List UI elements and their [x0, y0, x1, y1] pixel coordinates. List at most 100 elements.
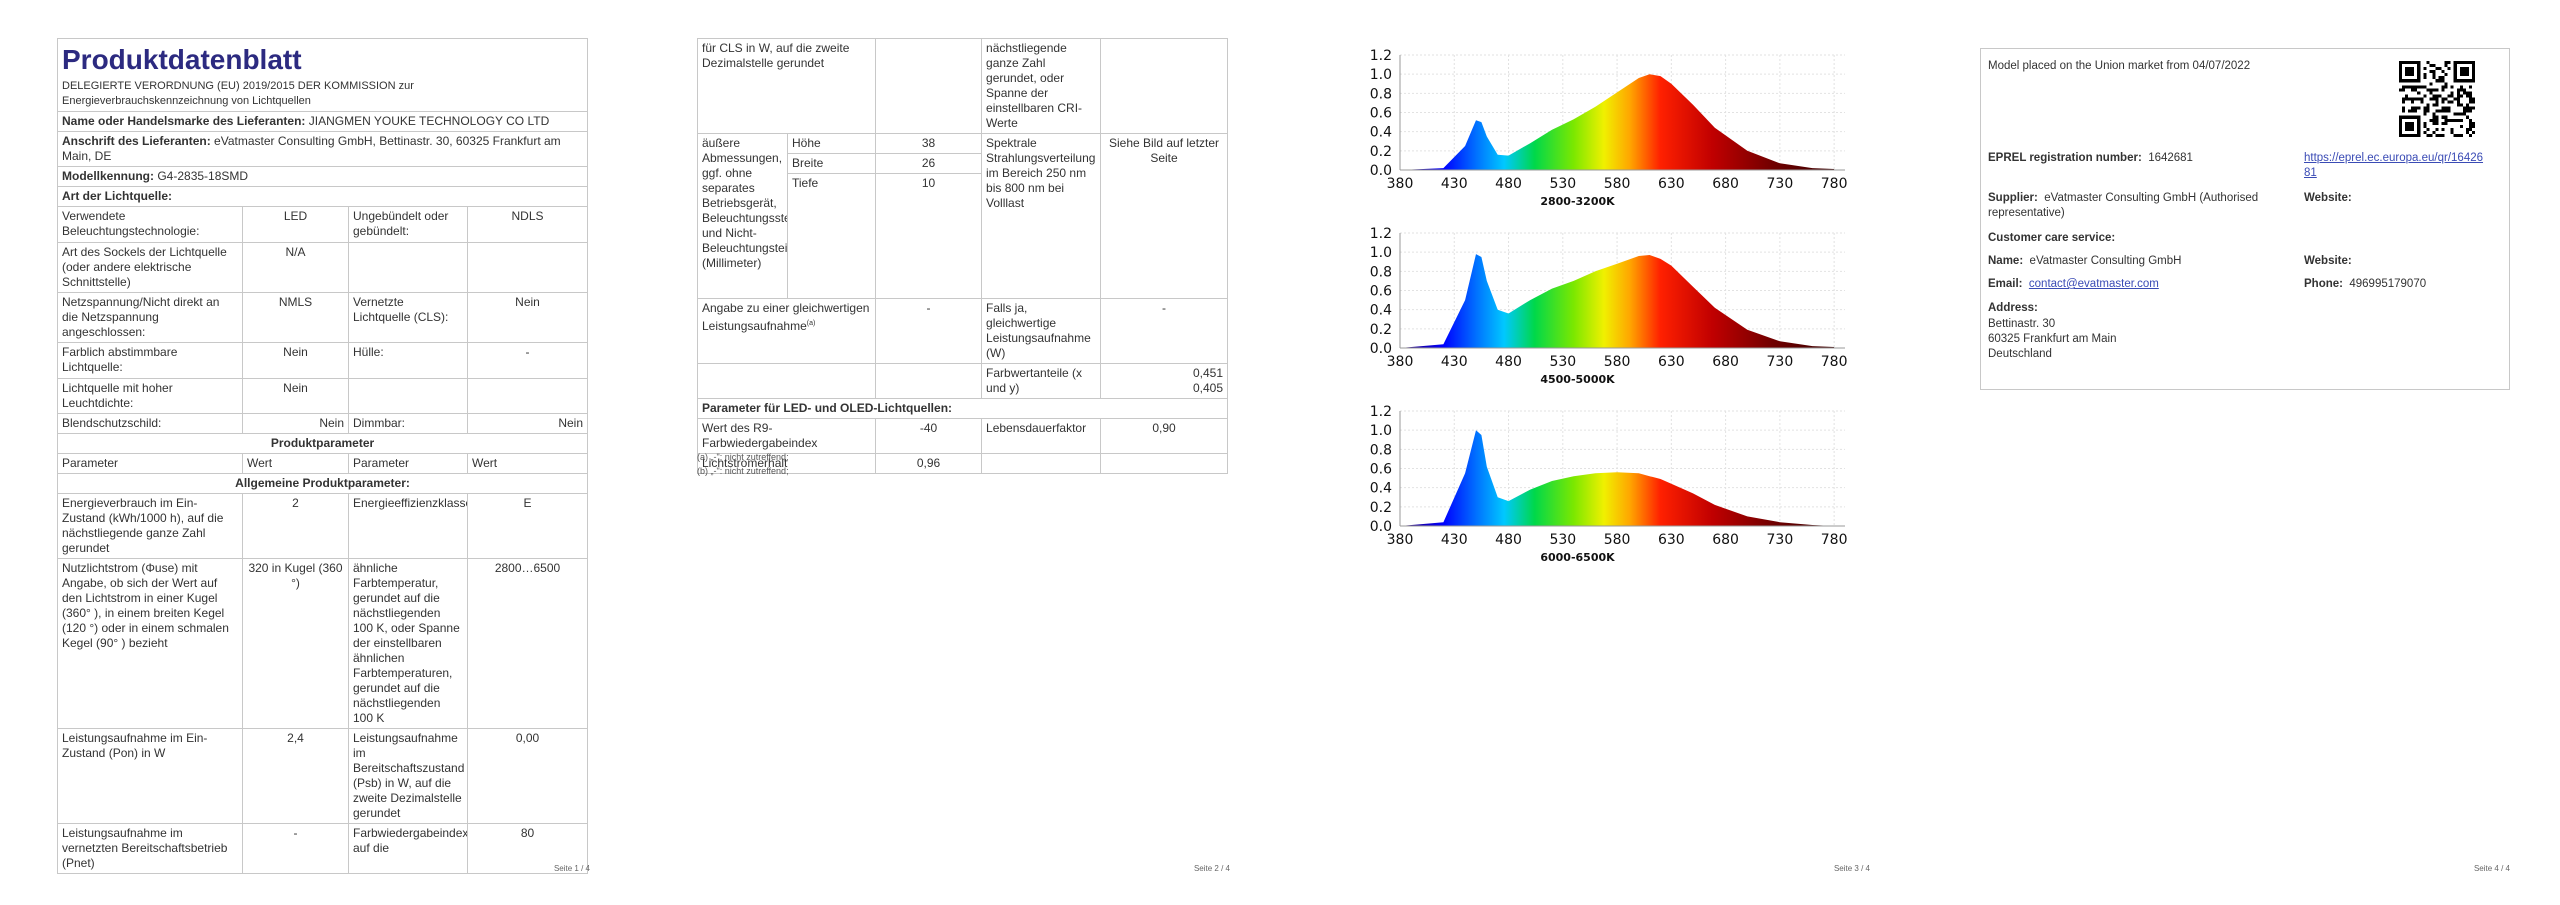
dimensions-label: äußere Abmessungen, ggf. ohne separates …	[697, 133, 788, 299]
cell-value: -	[875, 298, 983, 364]
website-label: Website:	[2304, 255, 2352, 267]
cell-value	[466, 378, 589, 414]
y-tick-label: 0.4	[1370, 303, 1392, 319]
column-header: Parameter	[348, 453, 468, 474]
x-tick-label: 730	[1767, 532, 1794, 548]
eprel-value: 1642681	[2148, 152, 2193, 164]
footnote-a: (a) „-": nicht zutreffend;	[697, 452, 789, 462]
y-tick-label: 0.4	[1370, 481, 1392, 497]
cell-label: Farblich abstimmbare Lichtquelle:	[57, 342, 243, 379]
cell-value: 2800…6500	[466, 558, 589, 729]
y-tick-label: 0.0	[1370, 341, 1392, 357]
chromaticity-y: 0,405	[1192, 381, 1224, 395]
x-tick-label: 430	[1441, 354, 1468, 370]
address-line: Deutschland	[1988, 348, 2052, 360]
cell-value: Nein	[466, 292, 589, 343]
y-tick-label: 1.2	[1370, 48, 1392, 64]
column-header: Parameter	[57, 453, 243, 474]
datasheet-table-1: Produktdatenblatt DELEGIERTE VERORDNUNG …	[56, 38, 589, 874]
y-tick-label: 0.2	[1370, 500, 1392, 516]
spectrum-area	[1400, 74, 1835, 170]
cell-value: E	[466, 493, 589, 559]
x-tick-label: 680	[1712, 532, 1739, 548]
cell-value: N/A	[242, 242, 349, 293]
x-tick-label: 430	[1441, 176, 1468, 192]
table-row: Netzspannung/Nicht direkt an die Netzspa…	[57, 292, 589, 343]
cell-value: NDLS	[466, 206, 589, 243]
section-heading: Allgemeine Produktparameter:	[56, 473, 589, 494]
y-tick-label: 0.0	[1370, 519, 1392, 535]
x-tick-label: 580	[1604, 354, 1631, 370]
cell-value: -	[466, 342, 589, 379]
cell-label: Energieverbrauch im Ein-Zustand (kWh/100…	[57, 493, 243, 559]
x-tick-label: 780	[1821, 176, 1848, 192]
address-label: Anschrift des Lieferanten:	[62, 134, 211, 148]
y-tick-label: 0.8	[1370, 86, 1392, 102]
cell-label	[348, 242, 468, 293]
x-tick-label: 380	[1387, 176, 1414, 192]
section-heading: Produktparameter	[56, 433, 589, 454]
cell-value: -40	[875, 418, 983, 454]
email-link[interactable]: contact@evatmaster.com	[2028, 278, 2159, 290]
x-tick-label: 580	[1604, 532, 1631, 548]
cell-value: Nein	[242, 378, 349, 414]
eprel-label: EPREL registration number:	[1988, 152, 2142, 164]
cell-label: Vernetzte Lichtquelle (CLS):	[348, 292, 468, 343]
page-1: Produktdatenblatt DELEGIERTE VERORDNUNG …	[0, 0, 640, 905]
column-header: Wert	[242, 453, 349, 474]
website-label: Website:	[2304, 192, 2352, 204]
phone-label: Phone:	[2304, 278, 2343, 290]
cell-label: Dimmbar:	[348, 413, 468, 434]
cell-value: Nein	[466, 413, 589, 434]
cell-value: 80	[466, 823, 589, 874]
light-type-heading: Art der Lichtquelle:	[56, 186, 589, 207]
customer-care-heading: Customer care service:	[1988, 232, 2116, 244]
x-tick-label: 480	[1495, 354, 1522, 370]
eprel-link[interactable]: https://eprel.ec.europa.eu/qr/1642681	[2304, 152, 2484, 179]
address-line: Bettinastr. 30	[1988, 318, 2056, 330]
y-tick-label: 1.2	[1370, 226, 1392, 242]
y-tick-label: 1.2	[1370, 404, 1392, 420]
y-tick-label: 0.6	[1370, 462, 1392, 478]
cell-value	[466, 242, 589, 293]
cell-value: LED	[242, 206, 349, 243]
y-tick-label: 1.0	[1370, 423, 1392, 439]
cell-label: Hülle:	[348, 342, 468, 379]
cell-label: Wert des R9-Farbwiedergabeindex	[696, 418, 877, 454]
cell-value: Nein	[242, 413, 349, 434]
table-row: Farbwertanteile (x und y) 0,451 0,405	[696, 363, 1229, 399]
x-tick-label: 380	[1387, 532, 1414, 548]
x-tick-label: 680	[1712, 354, 1739, 370]
cell-value: 2,4	[242, 728, 349, 824]
column-header: Wert	[466, 453, 589, 474]
dimension-value: 38	[875, 133, 983, 154]
x-tick-label: 630	[1658, 176, 1685, 192]
cell-value: 320 in Kugel (360 °)	[242, 558, 349, 729]
x-tick-label: 430	[1441, 532, 1468, 548]
cell-label: Ungebündelt oder gebündelt:	[348, 206, 468, 243]
y-tick-label: 0.8	[1370, 264, 1392, 280]
cell-value: -	[242, 823, 349, 874]
x-tick-label: 480	[1495, 176, 1522, 192]
cell-label: Leistungsaufnahme im Ein-Zustand (Pon) i…	[57, 728, 243, 824]
y-tick-label: 1.0	[1370, 245, 1392, 261]
supplier-value: eVatmaster Consulting GmbH (Authorised r…	[1988, 192, 2259, 219]
chromaticity-x: 0,451	[1192, 366, 1224, 380]
cell-label: ähnliche Farbtemperatur, gerundet auf di…	[348, 558, 468, 729]
y-tick-label: 0.8	[1370, 442, 1392, 458]
cell-label: Verwendete Beleuchtungstechnologie:	[57, 206, 243, 243]
cell-value: -	[1100, 298, 1229, 364]
page-number: Seite 1 / 4	[553, 864, 590, 873]
regulation-text: DELEGIERTE VERORDNUNG (EU) 2019/2015 DER…	[62, 80, 414, 107]
datasheet-table-2: für CLS in W, auf die zweite Dezimalstel…	[696, 38, 1229, 474]
cell-value: 0,00	[466, 728, 589, 824]
y-tick-label: 0.4	[1370, 125, 1392, 141]
dimension-name: Breite	[786, 153, 877, 174]
page-number: Seite 4 / 4	[2473, 864, 2510, 873]
page-4: Model placed on the Union market from 04…	[1920, 0, 2560, 905]
cell-label: Lichtstromerhalt	[696, 453, 877, 474]
cell-label: Netzspannung/Nicht direkt an die Netzspa…	[57, 292, 243, 343]
table-row: Blendschutzschild: Nein Dimmbar: Nein	[57, 413, 589, 434]
x-tick-label: 780	[1821, 532, 1848, 548]
cell-label: Nutzlichtstrom (Φuse) mit Angabe, ob sic…	[57, 558, 243, 729]
